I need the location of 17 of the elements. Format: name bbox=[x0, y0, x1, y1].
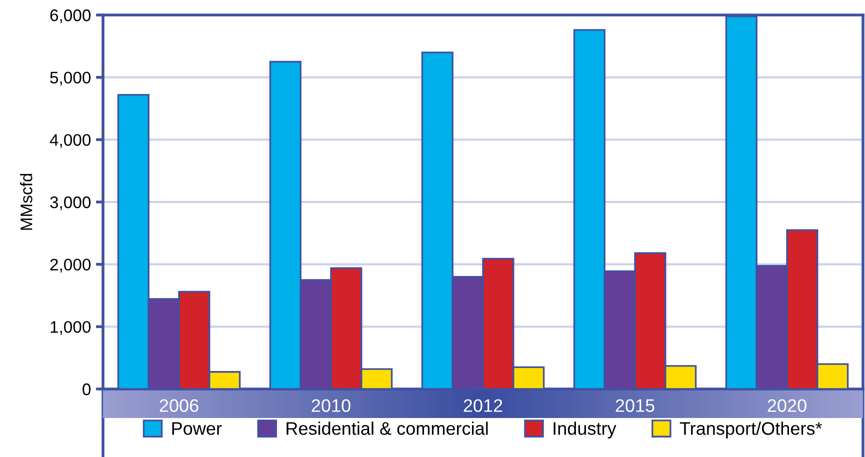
y-axis-title: MMscfd bbox=[20, 174, 32, 230]
y-tick-label: 2,000 bbox=[50, 258, 91, 273]
y-tick-label: 5,000 bbox=[50, 72, 91, 86]
x-tick-label: 2006 bbox=[160, 399, 198, 412]
y-tick-label: 1,000 bbox=[50, 321, 91, 335]
x-tick-label: 2015 bbox=[616, 399, 654, 412]
x-tick-label: 2012 bbox=[464, 399, 502, 412]
legend-label: Residential & commercial bbox=[286, 422, 488, 435]
x-tick-label: 2020 bbox=[768, 399, 806, 412]
y-tick-label: 3,000 bbox=[50, 196, 91, 210]
y-tick-label: 4,000 bbox=[50, 134, 91, 148]
x-tick-label: 2010 bbox=[312, 399, 350, 412]
legend-label: Industry bbox=[554, 422, 616, 438]
legend-label: Transport/Others* bbox=[680, 422, 822, 438]
legend-label: Power bbox=[172, 422, 222, 435]
y-tick-label: 6,000 bbox=[50, 9, 91, 24]
y-tick-label: 0 bbox=[82, 383, 91, 396]
